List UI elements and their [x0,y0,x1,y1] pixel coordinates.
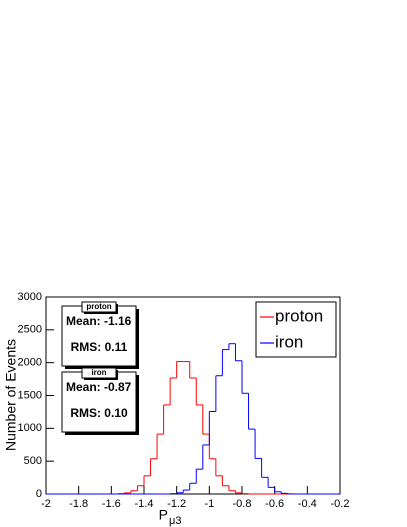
x-tick-label: -0.6 [265,498,284,510]
x-tick-label: -0.2 [331,498,350,510]
x-tick-label: -1.2 [167,498,186,510]
stats-mean: Mean: -0.87 [66,380,132,394]
stats-title: iron [91,368,106,377]
x-tick-label: -1.6 [102,498,121,510]
y-tick-label: 0 [36,488,42,500]
x-tick-label: -1.4 [135,498,154,510]
y-axis-title: Number of Events [3,339,19,451]
legend-box [255,301,337,358]
stats-title-box [81,367,117,379]
x-tick-label: -0.4 [298,498,317,510]
y-tick-label: 2500 [18,324,42,336]
x-tick-label: -1.8 [69,498,88,510]
x-tick-label: -0.8 [233,498,252,510]
y-tick-label: 1500 [18,389,42,401]
stats-box [61,305,137,367]
y-tick-label: 3000 [18,291,42,303]
legend-label: iron [275,332,303,351]
y-tick-label: 500 [24,455,42,467]
stats-rms: RMS: 0.11 [71,340,128,354]
stats-box [61,371,137,433]
x-axis-title-subscript: μ3 [169,515,181,527]
legend-label: proton [275,306,323,325]
stats-mean: Mean: -1.16 [66,314,132,328]
x-tick-label: -2 [41,498,51,510]
stats-rms: RMS: 0.10 [70,406,128,420]
x-axis-title: P [159,507,168,523]
stats-title: proton [86,302,111,311]
x-tick-label: -1 [204,498,214,510]
y-tick-label: 2000 [18,357,42,369]
stats-title-box [81,301,117,313]
y-tick-label: 1000 [18,422,42,434]
